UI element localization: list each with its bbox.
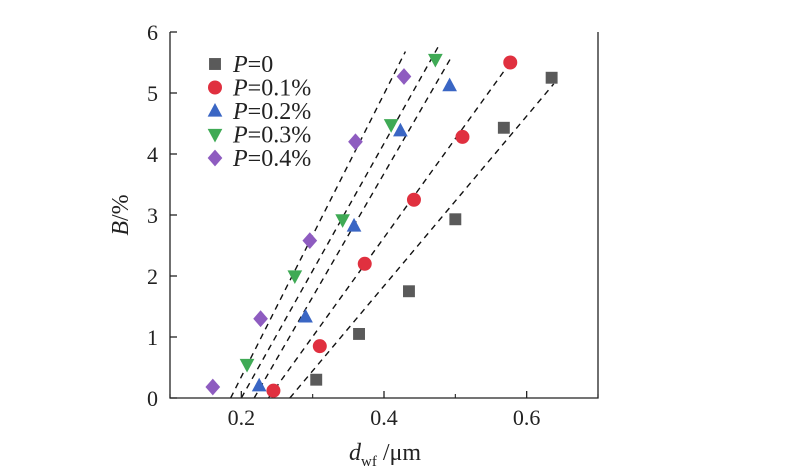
y-tick-label: 6 bbox=[147, 20, 158, 45]
data-point bbox=[357, 256, 372, 271]
data-point bbox=[396, 68, 412, 85]
data-point bbox=[298, 308, 313, 323]
fit-line bbox=[267, 59, 513, 399]
data-point bbox=[428, 53, 443, 68]
x-tick-label: 0.6 bbox=[513, 405, 541, 430]
legend-entry: P=0.3% bbox=[232, 123, 311, 149]
data-point bbox=[403, 285, 415, 298]
data-point bbox=[205, 378, 221, 396]
legend-marker bbox=[207, 102, 223, 117]
data-point bbox=[353, 328, 365, 340]
x-axis-label: dwf /μm bbox=[349, 440, 421, 470]
legend-marker bbox=[208, 80, 222, 95]
legend-marker bbox=[207, 128, 223, 143]
legend-entry: P=0 bbox=[232, 52, 273, 78]
y-tick-label: 1 bbox=[147, 325, 158, 350]
y-tick-label: 0 bbox=[147, 386, 158, 411]
legend-entry: P=0.4% bbox=[232, 146, 311, 172]
y-tick-label: 2 bbox=[147, 264, 158, 289]
legend-entry: P=0.1% bbox=[232, 76, 311, 102]
legend-marker bbox=[209, 58, 221, 70]
legend-marker bbox=[207, 149, 223, 167]
x-tick-label: 0.4 bbox=[370, 405, 398, 430]
y-tick-label: 3 bbox=[147, 203, 158, 228]
legend-entry: P=0.2% bbox=[232, 99, 311, 125]
y-tick-label: 4 bbox=[147, 142, 158, 167]
data-point bbox=[302, 232, 318, 250]
data-point bbox=[383, 119, 399, 133]
data-point bbox=[335, 214, 350, 228]
x-tick-label: 0.2 bbox=[228, 405, 256, 430]
data-point bbox=[310, 373, 323, 386]
data-point bbox=[348, 133, 363, 151]
fit-line bbox=[289, 83, 555, 399]
data-point bbox=[406, 192, 421, 207]
axes: 0.2 0.4 0.6 0 1 2 3 4 5 6 bbox=[147, 20, 599, 430]
data-point bbox=[503, 55, 518, 70]
legend: P=0P=0.1%P=0.2%P=0.3%P=0.4% bbox=[207, 52, 311, 172]
data-point bbox=[287, 270, 303, 285]
data-point bbox=[266, 383, 281, 398]
data-point bbox=[346, 217, 362, 232]
data-point bbox=[393, 122, 408, 137]
data-point bbox=[253, 310, 268, 328]
data-point bbox=[449, 213, 462, 226]
data-point bbox=[497, 121, 510, 134]
data-points bbox=[205, 53, 558, 398]
fit-line bbox=[230, 51, 407, 399]
y-axis-label: B/% bbox=[108, 194, 134, 235]
data-point bbox=[239, 358, 255, 373]
data-point bbox=[545, 71, 558, 84]
data-point bbox=[251, 377, 267, 392]
y-tick-label: 5 bbox=[147, 81, 158, 106]
data-point bbox=[312, 339, 327, 354]
data-point bbox=[442, 77, 457, 92]
data-point bbox=[455, 129, 470, 144]
